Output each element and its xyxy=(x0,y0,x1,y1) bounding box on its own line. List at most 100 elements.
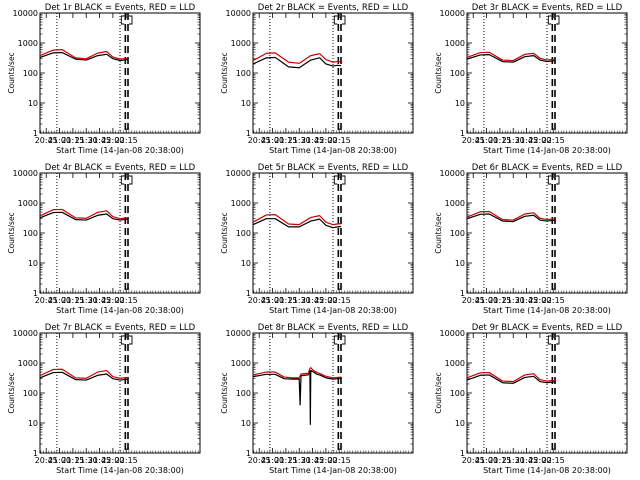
series-line-lld xyxy=(39,208,129,220)
x-tick-label: 21:30 xyxy=(502,136,525,145)
x-tick-label: 20:45 xyxy=(248,296,271,305)
bracket-mark xyxy=(556,175,560,185)
bracket-mark xyxy=(120,175,125,185)
x-tick-label: 21:15 xyxy=(61,136,84,145)
x-tick-label: 21:15 xyxy=(61,456,84,465)
series-line-lld xyxy=(466,51,556,62)
x-tick-label: 21:45 xyxy=(88,296,111,305)
y-axis-label: Counts/sec xyxy=(220,372,229,413)
y-tick-label: 1000 xyxy=(18,39,38,48)
y-tick-label: 10000 xyxy=(440,9,465,18)
y-tick-label: 10 xyxy=(28,419,38,428)
x-tick-label: 21:30 xyxy=(288,456,311,465)
y-tick-label: 10000 xyxy=(13,329,38,338)
y-tick-label: 1 xyxy=(460,289,465,298)
bracket-mark xyxy=(129,175,133,185)
bracket-mark xyxy=(120,15,125,25)
x-tick-label: 21:45 xyxy=(88,456,111,465)
bracket-mark xyxy=(556,335,560,345)
y-tick-label: 1 xyxy=(33,129,38,138)
x-tick-label: 21:15 xyxy=(488,456,511,465)
series-line-events xyxy=(466,213,556,223)
x-tick-label: 21:30 xyxy=(75,456,98,465)
bracket-mark xyxy=(547,175,552,185)
panel-5: Det 5r BLACK = Events, RED = LLD 1 10 100 10… xyxy=(220,163,414,315)
y-tick-label: 10 xyxy=(455,259,465,268)
x-tick-label: 22:15 xyxy=(328,296,351,305)
x-tick-label: 21:00 xyxy=(475,456,498,465)
x-tick-label: 21:15 xyxy=(274,456,297,465)
x-tick-label: 20:45 xyxy=(462,136,485,145)
series-line-events xyxy=(466,54,556,63)
y-axis-label: Counts/sec xyxy=(434,212,443,253)
series-line-events xyxy=(252,56,342,69)
y-tick-label: 100 xyxy=(23,229,38,238)
x-tick-label: 21:15 xyxy=(488,136,511,145)
y-tick-label: 100 xyxy=(236,389,251,398)
x-tick-label: 21:00 xyxy=(261,296,284,305)
x-tick-label: 21:30 xyxy=(288,136,311,145)
x-tick-label: 22:00 xyxy=(314,136,337,145)
x-tick-label: 22:00 xyxy=(314,296,337,305)
x-tick-label: 21:45 xyxy=(301,136,324,145)
y-tick-label: 100 xyxy=(450,229,465,238)
series-line-lld xyxy=(39,49,129,60)
bracket-mark xyxy=(547,335,552,345)
y-tick-label: 1 xyxy=(460,129,465,138)
x-axis-label: Start Time (14-Jan-08 20:38:00) xyxy=(56,306,184,315)
bracket-mark xyxy=(333,15,338,25)
panel-title: Det 1r BLACK = Events, RED = LLD xyxy=(45,3,196,13)
x-tick-label: 20:45 xyxy=(462,296,485,305)
y-tick-label: 1 xyxy=(460,449,465,458)
bracket-mark xyxy=(129,335,133,345)
bracket-mark xyxy=(333,335,338,345)
x-tick-label: 21:45 xyxy=(301,296,324,305)
y-tick-label: 100 xyxy=(450,69,465,78)
x-tick-label: 22:00 xyxy=(528,456,551,465)
x-tick-label: 21:15 xyxy=(274,296,297,305)
series-line-lld xyxy=(252,52,342,64)
panel-title: Det 2r BLACK = Events, RED = LLD xyxy=(258,3,409,13)
series-line-events xyxy=(39,211,129,221)
y-tick-label: 100 xyxy=(236,229,251,238)
y-axis-label: Counts/sec xyxy=(220,212,229,253)
panel-title: Det 9r BLACK = Events, RED = LLD xyxy=(472,323,623,333)
y-tick-label: 10000 xyxy=(226,169,251,178)
x-axis-label: Start Time (14-Jan-08 20:38:00) xyxy=(483,146,611,155)
y-tick-label: 10 xyxy=(241,259,251,268)
y-axis-label: Counts/sec xyxy=(434,52,443,93)
x-tick-label: 22:15 xyxy=(115,296,138,305)
y-tick-label: 100 xyxy=(236,69,251,78)
series-line-events xyxy=(466,374,556,384)
y-tick-label: 1 xyxy=(246,289,251,298)
x-tick-label: 21:45 xyxy=(88,136,111,145)
x-axis-label: Start Time (14-Jan-08 20:38:00) xyxy=(269,306,397,315)
y-tick-label: 10 xyxy=(455,419,465,428)
y-axis-label: Counts/sec xyxy=(220,52,229,93)
panel-7: Det 7r BLACK = Events, RED = LLD 1 10 100 10… xyxy=(7,323,201,475)
x-tick-label: 21:45 xyxy=(515,136,538,145)
bracket-mark xyxy=(120,335,125,345)
y-tick-label: 10 xyxy=(241,99,251,108)
panel-1: Det 1r BLACK = Events, RED = LLD 1 10 100 10… xyxy=(7,3,201,155)
y-tick-label: 10 xyxy=(28,99,38,108)
y-tick-label: 10000 xyxy=(226,9,251,18)
y-tick-label: 1000 xyxy=(231,39,251,48)
x-tick-label: 22:15 xyxy=(328,136,351,145)
x-tick-label: 21:00 xyxy=(261,456,284,465)
bracket-mark xyxy=(547,15,552,25)
y-tick-label: 10 xyxy=(28,259,38,268)
series-line-lld xyxy=(466,210,556,221)
bracket-mark xyxy=(342,15,346,25)
x-tick-label: 22:15 xyxy=(542,136,565,145)
panel-6: Det 6r BLACK = Events, RED = LLD 1 10 100 10… xyxy=(434,163,628,315)
x-tick-label: 21:30 xyxy=(288,296,311,305)
y-tick-label: 1 xyxy=(33,449,38,458)
x-tick-label: 21:15 xyxy=(274,136,297,145)
y-axis-label: Counts/sec xyxy=(7,372,16,413)
x-tick-label: 21:30 xyxy=(75,136,98,145)
x-tick-label: 21:00 xyxy=(48,136,71,145)
x-tick-label: 22:00 xyxy=(314,456,337,465)
series-line-lld xyxy=(252,367,342,379)
x-tick-label: 21:00 xyxy=(261,136,284,145)
